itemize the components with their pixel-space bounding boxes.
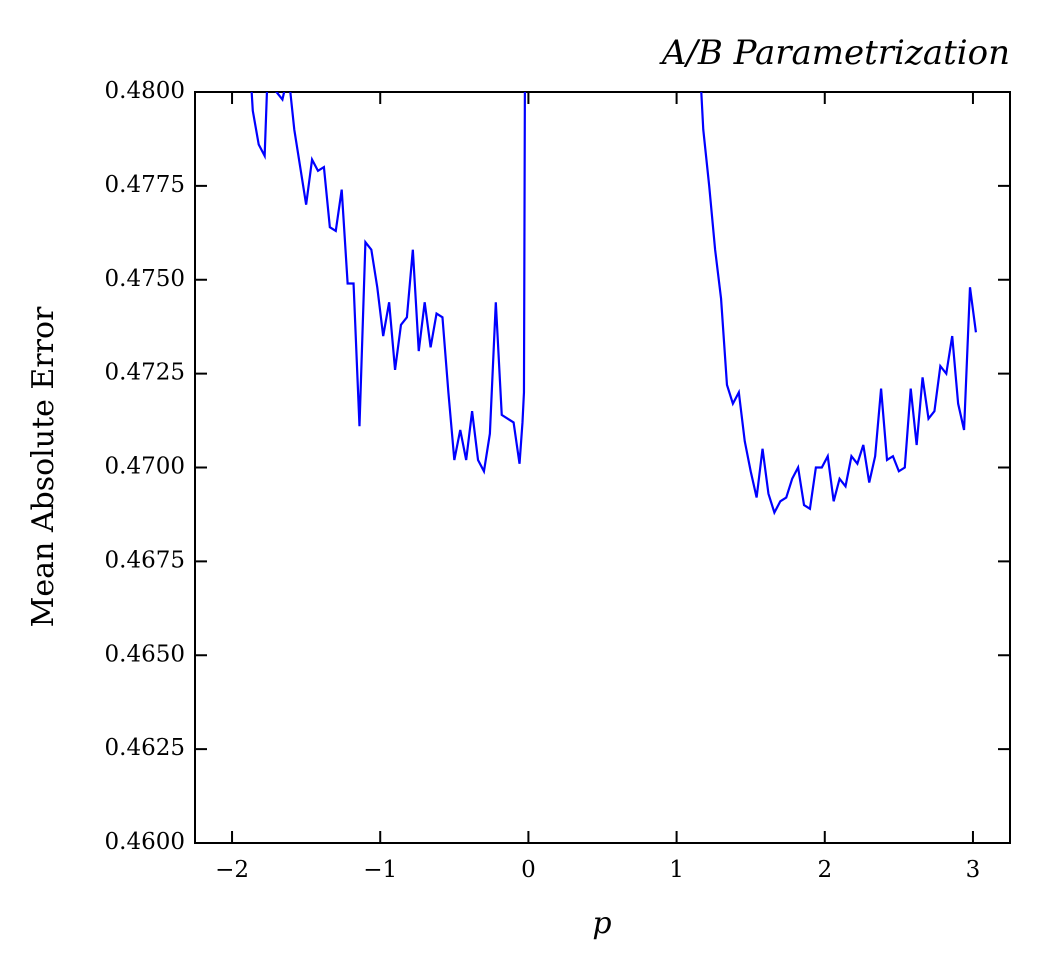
y-tick-label: 0.4750: [105, 266, 185, 292]
y-tick-label: 0.4725: [105, 360, 185, 386]
y-tick-label: 0.4675: [105, 547, 185, 573]
x-tick-label: 2: [817, 857, 832, 883]
y-axis-label: Mean Absolute Error: [26, 306, 61, 627]
x-tick-label: 0: [521, 857, 536, 883]
chart-title: A/B Parametrization: [659, 33, 1010, 73]
plot-frame: [194, 91, 1011, 844]
y-tick-label: 0.4700: [105, 454, 185, 480]
data-line: [250, 92, 978, 516]
y-tick-label: 0.4625: [105, 735, 185, 761]
x-tick-label: −2: [215, 857, 249, 883]
y-tick-label: 0.4800: [105, 78, 185, 104]
x-tick-label: 3: [966, 857, 981, 883]
y-tick-label: 0.4775: [105, 172, 185, 198]
y-tick-label: 0.4600: [105, 829, 185, 855]
x-tick-label: 1: [669, 857, 684, 883]
y-tick-label: 0.4650: [105, 641, 185, 667]
x-tick-label: −1: [363, 857, 397, 883]
x-axis-label: p: [592, 906, 611, 941]
